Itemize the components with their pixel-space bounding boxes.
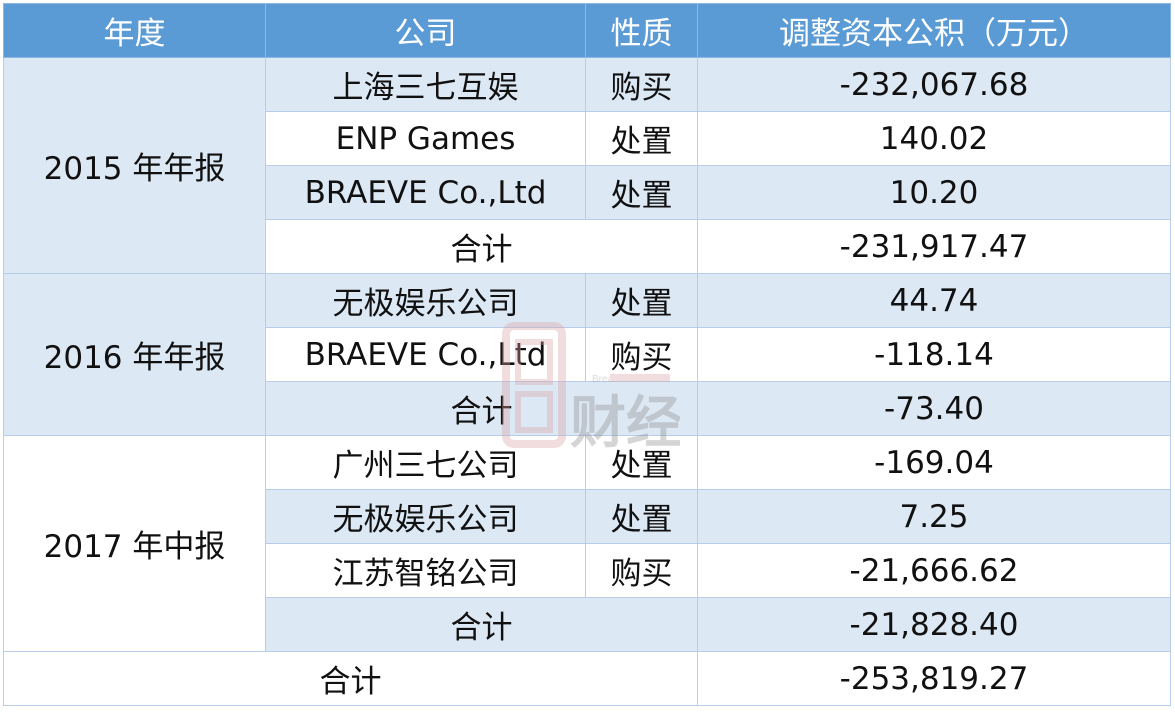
table-row: 2017 年中报 广州三七公司 处置 -169.04 [3, 435, 1171, 652]
total-label: 合计 [3, 651, 698, 706]
company-cell: 广州三七公司 [265, 435, 586, 490]
capital-reserve-table: 年度 公司 性质 调整资本公积（万元） 2015 年年报 上海三七互娱 购买 -… [3, 3, 1171, 706]
header-row: 年度 公司 性质 调整资本公积（万元） [3, 3, 1171, 58]
company-cell: 无极娱乐公司 [265, 489, 586, 544]
subtotal-label: 合计 [265, 597, 698, 652]
company-cell: 无极娱乐公司 [265, 273, 586, 328]
type-cell: 购买 [585, 543, 698, 598]
header-company: 公司 [265, 3, 586, 58]
header-period: 年度 [3, 3, 266, 58]
type-cell: 购买 [585, 327, 698, 382]
type-cell: 处置 [585, 273, 698, 328]
company-cell: BRAEVE Co.,Ltd [265, 165, 586, 220]
period-cell: 2017 年中报 [3, 435, 266, 652]
value-cell: 7.25 [697, 489, 1171, 544]
type-cell: 处置 [585, 489, 698, 544]
total-row: 合计 -253,819.27 [3, 651, 1171, 706]
table-row: ENP Games 处置 140.02 [3, 111, 1171, 166]
subtotal-label: 合计 [265, 219, 698, 274]
value-cell: -169.04 [697, 435, 1171, 490]
period-cell: 2015 年年报 [3, 57, 266, 274]
company-cell: 江苏智铭公司 [265, 543, 586, 598]
company-cell: BRAEVE Co.,Ltd [265, 327, 586, 382]
table-row: 2015 年年报 上海三七互娱 购买 -232,067.68 [3, 57, 1171, 274]
subtotal-row: 合计 -21,828.40 [3, 597, 1171, 652]
subtotal-value: -231,917.47 [697, 219, 1171, 274]
subtotal-value: -73.40 [697, 381, 1171, 436]
type-cell: 处置 [585, 165, 698, 220]
company-cell: 上海三七互娱 [265, 57, 586, 112]
value-cell: -232,067.68 [697, 57, 1171, 112]
value-cell: 140.02 [697, 111, 1171, 166]
subtotal-value: -21,828.40 [697, 597, 1171, 652]
header-value: 调整资本公积（万元） [697, 3, 1171, 58]
header-type: 性质 [585, 3, 698, 58]
value-cell: -118.14 [697, 327, 1171, 382]
table-row: 2016 年年报 无极娱乐公司 处置 44.74 [3, 273, 1171, 436]
value-cell: 10.20 [697, 165, 1171, 220]
type-cell: 处置 [585, 435, 698, 490]
subtotal-label: 合计 [265, 381, 698, 436]
company-cell: ENP Games [265, 111, 586, 166]
period-cell: 2016 年年报 [3, 273, 266, 436]
type-cell: 处置 [585, 111, 698, 166]
type-cell: 购买 [585, 57, 698, 112]
total-value: -253,819.27 [697, 651, 1171, 706]
value-cell: -21,666.62 [697, 543, 1171, 598]
value-cell: 44.74 [697, 273, 1171, 328]
